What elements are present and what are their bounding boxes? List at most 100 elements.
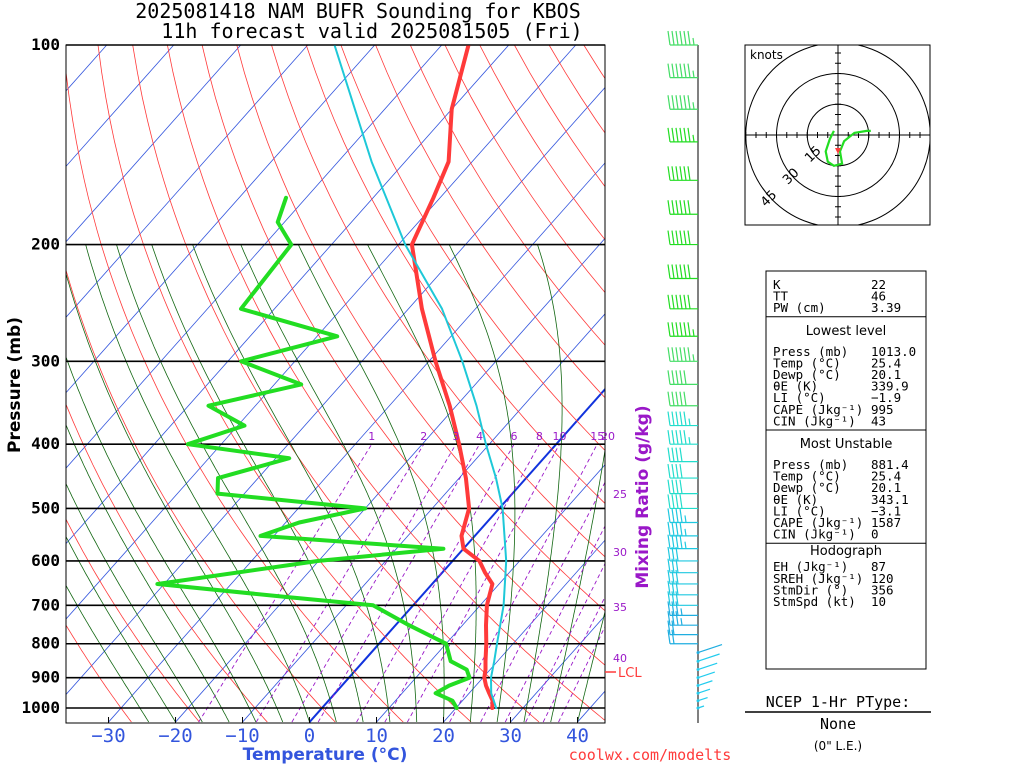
pressure-tick-label: 200 xyxy=(31,235,60,254)
freezing-line xyxy=(308,387,605,723)
stat-label: Dewp (°C) xyxy=(773,480,841,495)
footer-credit: coolwx.com/modelts xyxy=(569,746,732,764)
stat-value: 881.4 xyxy=(871,457,909,472)
temperature-tick-label: 20 xyxy=(432,725,455,747)
wind-barb xyxy=(667,127,698,143)
mixing-ratio-label: 6 xyxy=(511,430,518,443)
stats-panel: K 22 TT 46 PW (cm) 3.39 Lowest level Press (mb)… xyxy=(765,270,927,670)
wind-barbs xyxy=(667,30,723,723)
pressure-tick-label: 400 xyxy=(31,434,60,453)
isotherm xyxy=(66,45,577,620)
mixing-ratio-line xyxy=(558,625,605,723)
stats-section-title: Most Unstable xyxy=(800,437,893,452)
wind-barb xyxy=(667,611,698,626)
stat-label: Press (mb) xyxy=(773,344,848,359)
dry-adiabat xyxy=(201,45,605,666)
temperature-tick-label: 30 xyxy=(499,725,522,747)
mixing-ratio-label: 10 xyxy=(553,430,567,443)
wind-barb xyxy=(696,705,705,710)
temperature-tick-label: −30 xyxy=(91,725,125,747)
wind-barb xyxy=(667,620,698,636)
temperature-tick-labels: −30 −20 −10 0 10 20 30 40 xyxy=(91,717,589,747)
wind-barb xyxy=(667,30,698,46)
surface-parcel-line xyxy=(333,45,508,709)
stat-value: 10 xyxy=(871,594,886,609)
wind-barb xyxy=(696,680,713,688)
stat-label: LI (°C) xyxy=(773,390,826,405)
mixing-ratio-label: 15 xyxy=(590,430,604,443)
sounding-profiles xyxy=(155,45,508,710)
stat-value: 1013.0 xyxy=(871,344,916,359)
moist-adiabat xyxy=(523,244,563,723)
hodograph-trace xyxy=(824,129,871,167)
wind-barb xyxy=(696,671,715,680)
stat-label: CAPE (Jkg⁻¹) xyxy=(773,402,863,417)
mixing-ratio-line xyxy=(198,443,373,723)
pressure-tick-label: 1000 xyxy=(21,698,60,717)
wind-barb xyxy=(696,662,718,672)
isotherm xyxy=(66,45,510,545)
moist-adiabat xyxy=(66,355,257,723)
stat-value: −1.9 xyxy=(871,390,901,405)
y-axis-title: Pressure (mb) xyxy=(5,317,25,453)
ptype-value: None xyxy=(820,715,856,733)
pressure-tick-label: 900 xyxy=(31,668,60,687)
dry-adiabat xyxy=(340,45,605,452)
stat-value: 343.1 xyxy=(871,492,909,507)
wind-barb xyxy=(667,230,698,246)
mixing-ratio-label: 8 xyxy=(536,430,543,443)
mixing-ratio-line xyxy=(255,443,425,723)
moist-adiabat xyxy=(66,535,176,723)
stats-section-title: Lowest level xyxy=(806,324,887,339)
stat-label: CIN (Jkg⁻¹) xyxy=(773,413,856,428)
stat-value: 46 xyxy=(871,289,886,304)
lcl-marker: LCL xyxy=(605,666,642,681)
temperature-tick-label: 0 xyxy=(304,725,315,747)
dewpoint-line xyxy=(155,195,472,710)
stat-label: SREH (Jkg⁻¹) xyxy=(773,571,863,586)
wind-barb xyxy=(696,644,723,655)
moist-adiabat xyxy=(66,423,230,723)
dry-adiabat xyxy=(271,45,605,558)
mixing-ratio-line xyxy=(317,443,480,723)
chart-title: 2025081418 NAM BUFR Sounding for KBOS xyxy=(135,0,581,23)
stat-value: 339.9 xyxy=(871,379,909,394)
wind-barb xyxy=(667,479,698,495)
wind-barb xyxy=(667,264,698,280)
mixing-ratio-line xyxy=(291,443,457,723)
temperature-tick-label: 40 xyxy=(566,725,589,747)
mixing-ratio-label: 1 xyxy=(368,430,375,443)
mixing-ratio-label: 35 xyxy=(613,601,627,614)
mixing-ratio-line xyxy=(384,443,540,723)
wind-barb xyxy=(667,411,698,427)
wind-barb xyxy=(667,463,698,479)
stat-label: CAPE (Jkg⁻¹) xyxy=(773,515,863,530)
stat-label: EH (Jkg⁻¹) xyxy=(773,559,848,574)
wind-barb xyxy=(667,294,698,310)
mixing-ratio-line xyxy=(542,595,605,723)
wind-barb xyxy=(667,166,698,181)
wind-barb xyxy=(667,430,698,445)
mixing-ratio-label: 30 xyxy=(613,546,627,559)
wind-barb xyxy=(667,521,698,537)
ptype-panel: NCEP 1-Hr PType: None (0" L.E.) xyxy=(745,693,931,753)
stat-value: 22 xyxy=(871,277,886,292)
stat-value: 20.1 xyxy=(871,367,901,382)
chart-subtitle: 11h forecast valid 2025081505 (Fri) xyxy=(161,19,582,43)
isotherm xyxy=(376,464,605,723)
stat-value: 20.1 xyxy=(871,480,901,495)
isotherm xyxy=(108,162,605,723)
mixing-ratio-line xyxy=(525,562,605,723)
dry-adiabat xyxy=(375,45,605,399)
plot-frame xyxy=(65,44,606,724)
isotherm xyxy=(66,45,376,394)
isotherm xyxy=(66,86,605,696)
pressure-tick-label: 600 xyxy=(31,551,60,570)
isotherm xyxy=(66,45,309,318)
wind-barb xyxy=(696,696,708,703)
wind-barb xyxy=(667,601,698,617)
wind-barb xyxy=(667,508,698,524)
wind-barb xyxy=(696,688,711,695)
